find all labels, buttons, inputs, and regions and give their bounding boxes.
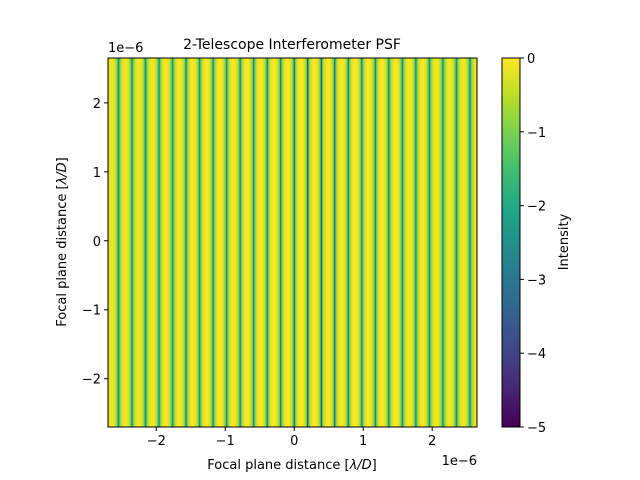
colorbar-tick-label: −4 <box>527 347 546 362</box>
x-axis-label-prefix: Focal plane distance [ <box>207 458 349 473</box>
x-axis-ticks: −2 −1 0 1 2 <box>147 427 436 449</box>
x-tick-label: −1 <box>216 434 235 449</box>
colorbar-tick-label: −2 <box>527 200 546 215</box>
y-offset-label: 1e−6 <box>108 41 143 56</box>
x-axis-label-math: λ/D <box>349 458 372 473</box>
y-tick-label: −1 <box>82 304 101 319</box>
x-offset-label: 1e−6 <box>442 454 477 469</box>
y-axis-label-suffix: ] <box>55 157 70 162</box>
chart-title: 2-Telescope Interferometer PSF <box>183 37 401 53</box>
y-tick-label: −2 <box>82 373 101 388</box>
x-tick-label: 2 <box>428 434 436 449</box>
y-tick-label: 0 <box>93 235 101 250</box>
x-axis-label: Focal plane distance [λ/D] <box>207 458 377 473</box>
colorbar-frame <box>501 57 521 428</box>
colorbar-label: Intensity <box>557 213 572 270</box>
y-tick-label: 1 <box>93 166 101 181</box>
x-axis-label-suffix: ] <box>372 458 377 473</box>
colorbar-tick-label: −1 <box>527 126 546 141</box>
colorbar-ticks: 0 −1 −2 −3 −4 −5 <box>520 52 546 436</box>
colorbar-tick-label: −5 <box>527 421 546 436</box>
y-axis-label-math: λ/D <box>55 162 70 185</box>
y-axis-ticks: −2 −1 0 1 2 <box>82 97 108 388</box>
plot-frame <box>107 57 478 428</box>
x-tick-label: 1 <box>359 434 367 449</box>
colorbar-tick-label: 0 <box>527 52 535 67</box>
y-axis-label-prefix: Focal plane distance [ <box>55 184 70 326</box>
heatmap-image <box>108 58 477 427</box>
x-tick-label: 0 <box>290 434 298 449</box>
y-tick-label: 2 <box>93 97 101 112</box>
y-axis-label: Focal plane distance [λ/D] <box>55 157 70 327</box>
colorbar-tick-label: −3 <box>527 273 546 288</box>
colorbar <box>502 58 520 427</box>
x-tick-label: −2 <box>147 434 166 449</box>
